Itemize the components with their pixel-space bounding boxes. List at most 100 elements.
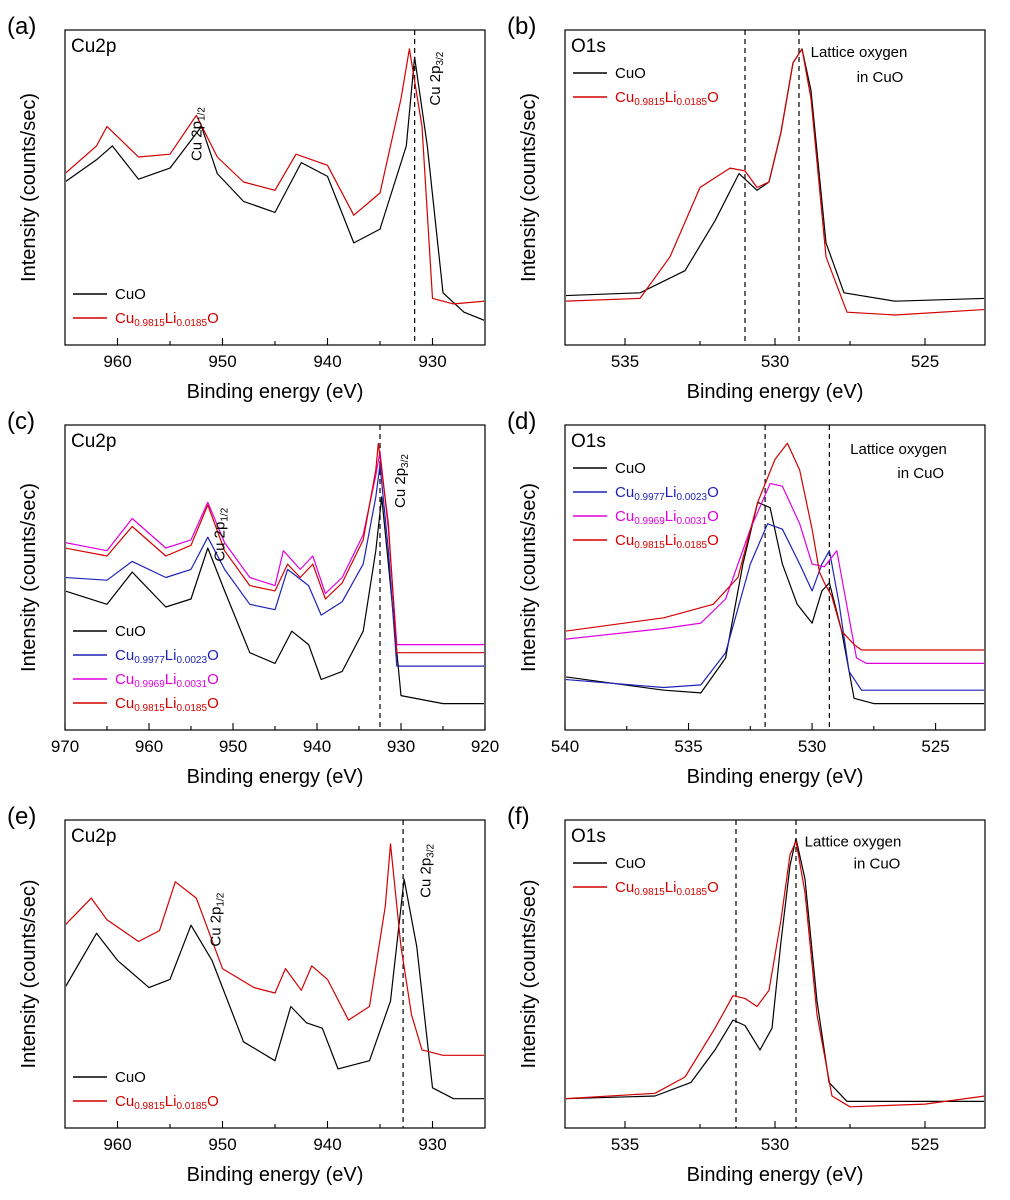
x-tick-label: 530 bbox=[761, 1135, 789, 1154]
legend-entry: Cu0.9815Li0.0185O bbox=[115, 310, 219, 329]
peak-annotation-main: Cu 2p bbox=[392, 468, 409, 508]
x-axis-title: Binding energy (eV) bbox=[687, 1164, 864, 1186]
series-line-3 bbox=[566, 442, 984, 651]
series-line-0 bbox=[66, 496, 484, 705]
legend-entry: Cu0.9815Li0.0185O bbox=[615, 879, 719, 898]
legend-text-part: Li bbox=[665, 89, 677, 106]
legend-text-part: Cu bbox=[615, 508, 634, 525]
series-line-1 bbox=[566, 840, 984, 1108]
series-line-1 bbox=[566, 523, 984, 691]
peak-annotation-main: Cu 2p bbox=[427, 66, 444, 106]
panel-label: (d) bbox=[507, 408, 536, 435]
legend-subscript: 0.9977 bbox=[634, 492, 665, 503]
legend-subscript: 0.0023 bbox=[176, 655, 207, 666]
legend-subscript: 0.9977 bbox=[134, 655, 165, 666]
legend-entry: CuO bbox=[115, 286, 146, 303]
x-axis-title: Binding energy (eV) bbox=[187, 766, 364, 788]
legend-entry: CuO bbox=[615, 855, 646, 872]
series-line-1 bbox=[566, 48, 984, 316]
x-tick-label: 960 bbox=[135, 737, 163, 756]
legend-entry: CuO bbox=[615, 460, 646, 477]
peak-annotation-main: Cu 2p bbox=[417, 858, 434, 898]
legend-text-part: O bbox=[707, 879, 719, 896]
legend-subscript: 0.0185 bbox=[676, 887, 707, 898]
plot-title: O1s bbox=[571, 431, 606, 452]
legend-entry: CuO bbox=[615, 65, 646, 82]
x-tick-label: 970 bbox=[51, 737, 79, 756]
series-line-0 bbox=[66, 56, 484, 321]
chart-panel-b: 535 530 525 Binding energy (eV) Intensity (c… bbox=[507, 13, 986, 403]
legend-text-part: CuO bbox=[615, 460, 646, 477]
x-tick-label: 525 bbox=[911, 1135, 939, 1154]
legend-subscript: 0.0185 bbox=[176, 318, 207, 329]
legend-text-part: O bbox=[207, 1093, 219, 1110]
peak-annotation: Cu 2p3/2 bbox=[427, 51, 446, 105]
x-tick-label: 530 bbox=[798, 737, 826, 756]
y-axis-title: Intensity (counts/sec) bbox=[18, 93, 40, 282]
legend-text-part: O bbox=[207, 695, 219, 712]
legend-subscript: 0.0031 bbox=[676, 516, 707, 527]
legend-subscript: 0.0185 bbox=[176, 703, 207, 714]
x-axis-title: Binding energy (eV) bbox=[187, 381, 364, 403]
x-tick-label: 535 bbox=[611, 1135, 639, 1154]
y-axis-title: Intensity (counts/sec) bbox=[518, 880, 540, 1069]
legend-text-part: Li bbox=[165, 647, 177, 664]
legend-text-part: Cu bbox=[615, 532, 634, 549]
legend-text-part: CuO bbox=[615, 855, 646, 872]
peak-annotation: Cu 2p1/2 bbox=[212, 507, 231, 561]
legend-subscript: 0.9815 bbox=[134, 1101, 165, 1112]
series-line-0 bbox=[566, 837, 984, 1102]
series-line-0 bbox=[66, 878, 484, 1100]
legend-text-part: Cu bbox=[115, 310, 134, 327]
legend-text-part: Li bbox=[665, 484, 677, 501]
legend-subscript: 0.0031 bbox=[176, 679, 207, 690]
peak-annotation-main: Cu 2p bbox=[212, 522, 229, 562]
x-axis-title: Binding energy (eV) bbox=[687, 381, 864, 403]
legend-text-part: Li bbox=[165, 310, 177, 327]
peak-annotation-sub: 3/2 bbox=[435, 51, 446, 65]
x-axis-title: Binding energy (eV) bbox=[687, 766, 864, 788]
annotation-text: Lattice oxygen bbox=[811, 44, 908, 61]
plot-frame bbox=[564, 424, 986, 731]
x-tick-label: 525 bbox=[921, 737, 949, 756]
annotation-text: in CuO bbox=[854, 855, 901, 872]
legend-entry: Cu0.9977Li0.0023O bbox=[115, 647, 219, 666]
legend-subscript: 0.9815 bbox=[134, 703, 165, 714]
x-tick-label: 950 bbox=[219, 737, 247, 756]
legend-entry: Cu0.9815Li0.0185O bbox=[615, 89, 719, 108]
x-tick-label: 530 bbox=[761, 352, 789, 371]
legend-entry: Cu0.9815Li0.0185O bbox=[615, 532, 719, 551]
panel-label: (b) bbox=[507, 13, 536, 40]
legend-subscript: 0.9815 bbox=[634, 540, 665, 551]
legend-subscript: 0.0185 bbox=[676, 97, 707, 108]
legend-text-part: O bbox=[707, 532, 719, 549]
peak-annotation-sub: 1/2 bbox=[197, 107, 208, 121]
y-axis-title: Intensity (counts/sec) bbox=[518, 93, 540, 282]
legend-entry: Cu0.9977Li0.0023O bbox=[615, 484, 719, 503]
legend-text-part: Cu bbox=[615, 89, 634, 106]
y-axis-title: Intensity (counts/sec) bbox=[18, 483, 40, 672]
x-tick-label: 535 bbox=[611, 352, 639, 371]
chart-panel-e: 960 950 940 930 Binding energy (eV) Intensity… bbox=[7, 803, 486, 1186]
x-axis-title: Binding energy (eV) bbox=[187, 1164, 364, 1186]
chart-panel-c: 970 960 950 940 930 920 Binding energy (eV) Int… bbox=[7, 408, 499, 788]
legend-text-part: O bbox=[707, 508, 719, 525]
plot-title: O1s bbox=[571, 826, 606, 847]
annotation-text: Lattice oxygen bbox=[850, 441, 947, 458]
legend-subscript: 0.0023 bbox=[676, 492, 707, 503]
plot-title: O1s bbox=[571, 36, 606, 57]
panel-label: (e) bbox=[7, 803, 36, 830]
x-tick-label: 930 bbox=[418, 1135, 446, 1154]
chart-panel-a: 960 950 940 930 Binding energy (eV) Intensity… bbox=[7, 13, 486, 403]
x-tick-label: 920 bbox=[471, 737, 499, 756]
annotation-text: Lattice oxygen bbox=[805, 834, 902, 851]
legend-text-part: O bbox=[207, 647, 219, 664]
legend-text-part: Cu bbox=[115, 671, 134, 688]
panel-label: (a) bbox=[7, 13, 36, 40]
x-tick-label: 930 bbox=[418, 352, 446, 371]
x-tick-label: 940 bbox=[313, 1135, 341, 1154]
legend-subscript: 0.0185 bbox=[176, 1101, 207, 1112]
series-line-1 bbox=[66, 48, 484, 305]
peak-annotation: Cu 2p1/2 bbox=[207, 892, 226, 946]
